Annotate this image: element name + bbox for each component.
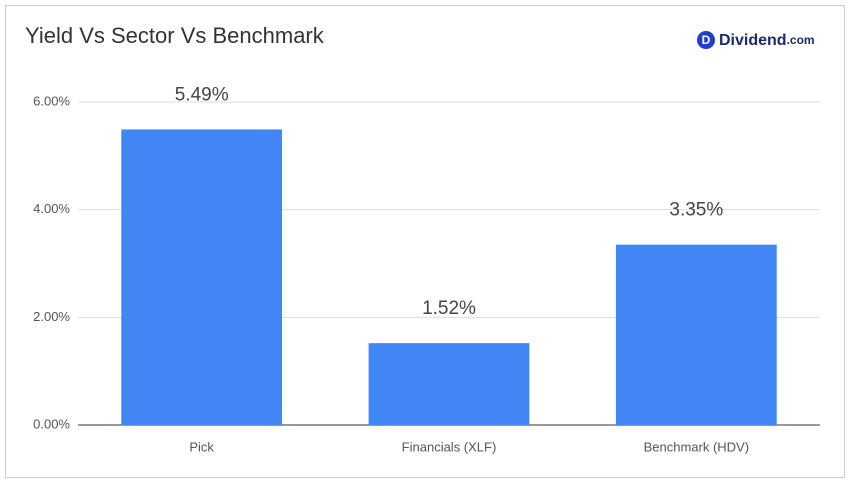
logo-icon-circle — [697, 31, 715, 49]
y-tick-label: 2.00% — [33, 309, 70, 324]
value-label: 3.35% — [669, 200, 723, 221]
logo-suffix: .com — [787, 33, 815, 47]
logo-name-text: Dividend — [719, 32, 787, 49]
bar — [368, 343, 530, 425]
value-label: 1.52% — [422, 298, 476, 319]
logo-name: Dividend.com — [719, 32, 815, 49]
value-label: 5.49% — [175, 84, 229, 105]
logo-icon: D — [702, 33, 711, 47]
y-tick-label: 0.00% — [33, 416, 70, 431]
y-tick-label: 4.00% — [33, 201, 70, 216]
logo[interactable]: D Dividend.com — [697, 31, 815, 49]
x-tick-label: Pick — [189, 439, 214, 454]
x-tick-label: Benchmark (HDV) — [644, 439, 749, 454]
chart-title: Yield Vs Sector Vs Benchmark — [25, 23, 325, 48]
bar — [121, 129, 283, 425]
y-tick-label: 6.00% — [33, 93, 70, 108]
bar — [615, 244, 777, 425]
x-tick-label: Financials (XLF) — [402, 439, 497, 454]
